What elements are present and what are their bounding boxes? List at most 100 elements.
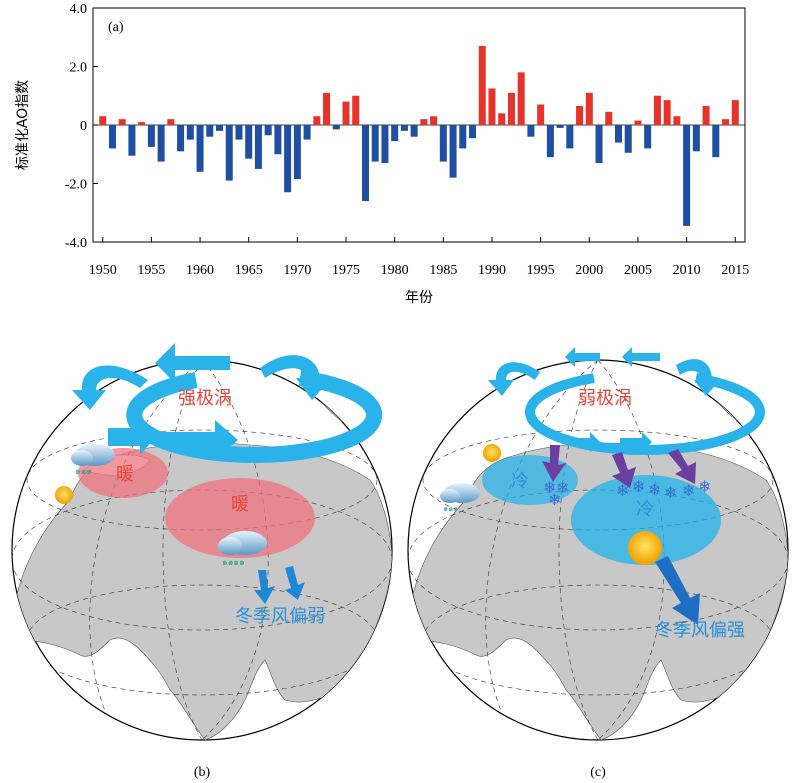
x-axis-ticks: 1950 1955 1960 1965 1970 1975 1980 1985 1990 1995… xyxy=(89,237,749,278)
cold-region-large-c xyxy=(571,475,721,565)
warm-small-label-b: 暖 xyxy=(116,464,134,485)
bar-1978 xyxy=(371,125,379,162)
bar-1995 xyxy=(537,104,545,125)
bar-2013 xyxy=(712,125,720,158)
bar-1966 xyxy=(254,125,262,169)
svg-text:๑๑๑: ๑๑๑ xyxy=(75,467,92,477)
vortex-label-c: 弱极涡 xyxy=(578,388,632,409)
strong-monsoon-arrow-c xyxy=(655,556,700,625)
y-axis-title: 标准化AO指数 xyxy=(15,80,31,170)
x-tick-label: 1975 xyxy=(332,263,360,278)
y-tick-label: -2.0 xyxy=(65,178,87,193)
bar-2015 xyxy=(731,100,739,125)
bar-1984 xyxy=(430,116,438,125)
bar-1998 xyxy=(566,125,574,149)
sun-icon xyxy=(55,486,73,504)
bar-2002 xyxy=(605,111,613,125)
bar-1953 xyxy=(128,125,136,156)
warm-region-large-b xyxy=(165,478,315,558)
bar-1999 xyxy=(576,105,584,125)
bar-1954 xyxy=(138,122,146,125)
svg-text:❄: ❄ xyxy=(648,480,661,499)
bar-1981 xyxy=(400,125,408,131)
bar-1977 xyxy=(361,125,369,202)
bar-1955 xyxy=(147,125,155,147)
weak-vortex-globe-panel: 冷 冷 ❄ ❄❄ ❄ ❄ ❄ ❄ ❄ ❄ 弱极涡 ๑๑๑ xyxy=(407,347,789,780)
vortex-ring-c xyxy=(525,373,765,456)
panel-b-label: (b) xyxy=(194,765,211,780)
snowflake-icons-c: ❄ ❄❄ ❄ ❄ ❄ ❄ ❄ ❄ xyxy=(543,477,711,509)
bar-1988 xyxy=(469,125,477,139)
sun-icon xyxy=(628,531,662,565)
eastward-arrows-c xyxy=(567,432,652,452)
bar-1958 xyxy=(177,125,185,152)
bar-1960 xyxy=(196,125,204,172)
cold-small-label-c: 冷 xyxy=(511,471,529,492)
bar-series xyxy=(99,46,739,226)
bar-1962 xyxy=(216,125,224,131)
bar-1997 xyxy=(556,125,564,128)
bar-1983 xyxy=(420,119,428,125)
svg-text:❄: ❄ xyxy=(556,478,569,497)
bar-2004 xyxy=(624,125,632,153)
bar-2012 xyxy=(702,105,710,125)
eastward-arrow-small-b xyxy=(108,420,155,455)
curved-arrow-left-c xyxy=(488,362,540,396)
bar-1974 xyxy=(332,125,340,130)
bar-1993 xyxy=(517,72,525,125)
southward-cold-arrows-c xyxy=(542,445,696,488)
bar-2008 xyxy=(663,100,671,125)
rain-cloud-icon: ๑๑๑ xyxy=(440,483,480,513)
bar-2001 xyxy=(595,125,603,164)
bar-1964 xyxy=(235,125,243,140)
warm-large-label-b: 暖 xyxy=(231,494,249,515)
bar-1956 xyxy=(157,125,165,162)
bar-1982 xyxy=(410,125,418,137)
strong-vortex-globe-panel: 暖 暖 强极涡 ๑๑๑ ๑๑๑๑ 冬季风偏弱 (b) xyxy=(11,343,393,780)
svg-text:❄: ❄ xyxy=(616,481,629,500)
bar-2011 xyxy=(692,125,700,152)
x-tick-label: 1960 xyxy=(186,263,214,278)
svg-text:❄: ❄ xyxy=(698,477,711,496)
monsoon-label-b: 冬季风偏弱 xyxy=(235,606,325,627)
bar-1989 xyxy=(478,46,486,125)
svg-text:❄: ❄ xyxy=(682,481,695,500)
svg-text:๑๑๑: ๑๑๑ xyxy=(443,504,458,513)
panel-a-label: (a) xyxy=(108,20,124,35)
bar-1996 xyxy=(546,125,554,158)
bar-1985 xyxy=(439,125,447,162)
bar-1959 xyxy=(186,125,194,140)
bar-1969 xyxy=(284,125,292,193)
y-tick-label: 4.0 xyxy=(70,2,88,17)
bar-1957 xyxy=(167,119,175,125)
bar-1952 xyxy=(118,119,126,125)
x-axis-title: 年份 xyxy=(405,290,433,306)
panel-c-label: (c) xyxy=(590,765,606,780)
bar-2007 xyxy=(653,95,661,125)
rain-cloud-icon: ๑๑๑๑ xyxy=(218,531,267,568)
bar-2003 xyxy=(614,125,622,143)
bar-1965 xyxy=(245,125,253,159)
bar-2014 xyxy=(722,119,730,125)
svg-text:❄: ❄ xyxy=(664,483,677,502)
svg-text:❄: ❄ xyxy=(548,490,561,509)
bar-2000 xyxy=(585,92,593,125)
bar-1991 xyxy=(498,113,506,125)
westward-arrows-top-c xyxy=(565,347,660,367)
x-tick-label: 1980 xyxy=(381,263,409,278)
bar-1961 xyxy=(206,125,214,137)
bar-1990 xyxy=(488,88,496,125)
curved-arrow-right-c xyxy=(676,359,720,396)
bar-2010 xyxy=(683,125,691,226)
y-axis-ticks: 4.0 2.0 0 -2.0 -4.0 xyxy=(65,2,98,251)
vortex-ring-b xyxy=(126,370,383,463)
ao-index-chart: 4.0 2.0 0 -2.0 -4.0 1950 1955 1960 1965 1970 1975… xyxy=(15,2,749,306)
bar-1979 xyxy=(381,125,389,164)
y-tick-label: 0 xyxy=(80,119,87,134)
bar-1976 xyxy=(352,95,360,125)
x-tick-label: 1990 xyxy=(478,263,506,278)
y-tick-label: -4.0 xyxy=(65,236,87,251)
bar-1987 xyxy=(459,125,467,149)
curved-arrow-left-b xyxy=(72,365,148,410)
